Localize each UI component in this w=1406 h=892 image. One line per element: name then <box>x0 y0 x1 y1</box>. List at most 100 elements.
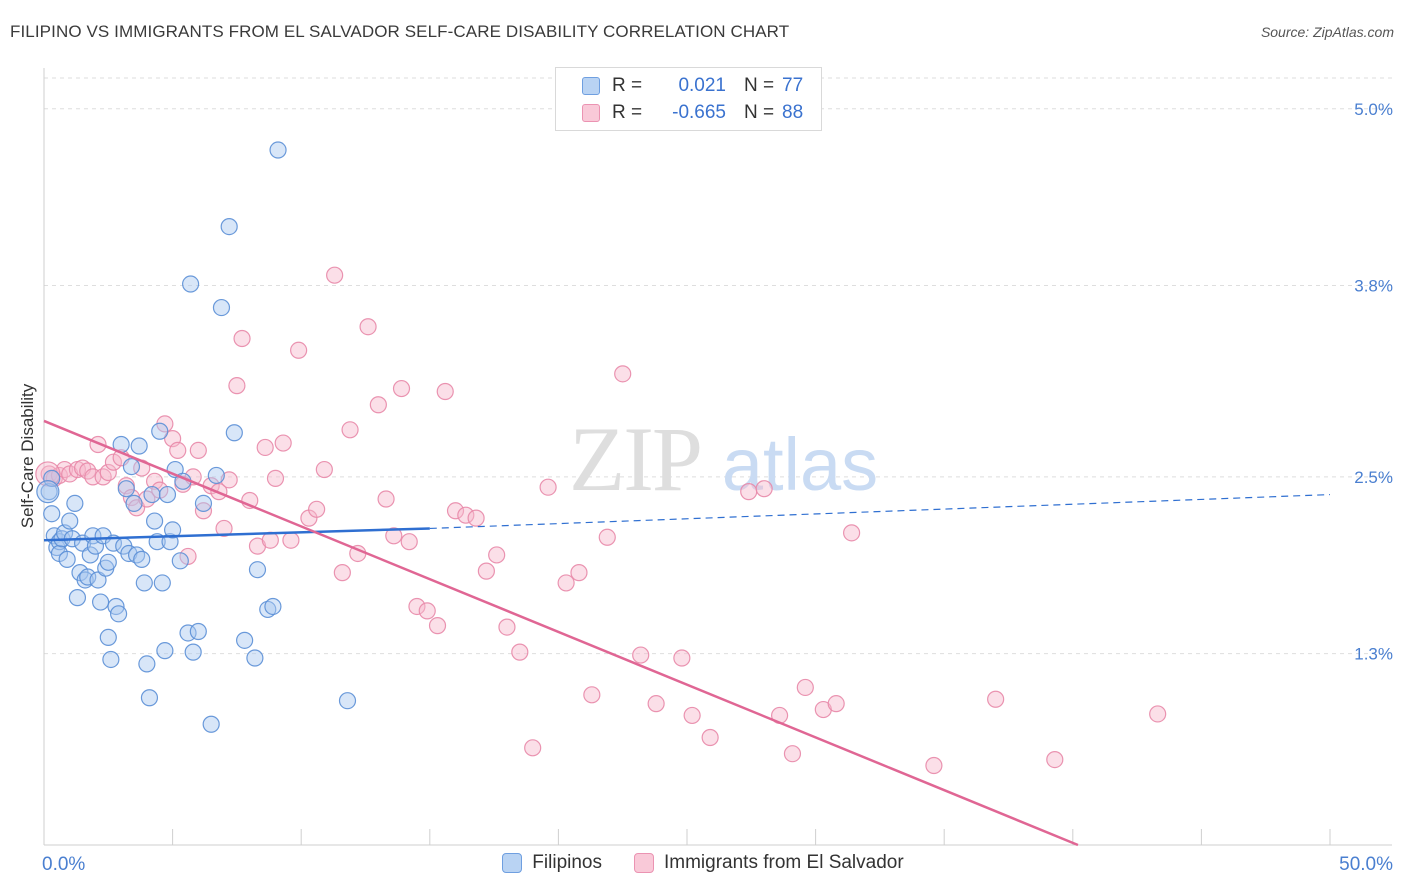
data-point-filipinos <box>91 593 110 611</box>
legend-row-filipinos: R = 0.021 N = 77 <box>556 73 803 99</box>
data-point-el-salvador <box>400 533 418 551</box>
legend-swatch-pink <box>582 104 600 122</box>
trend-line-filipinos-projected <box>429 493 1331 530</box>
trend-lines <box>43 419 1331 847</box>
data-point-el-salvador <box>570 564 588 582</box>
data-point-el-salvador <box>467 509 485 527</box>
data-point-filipinos <box>138 655 156 673</box>
data-point-filipinos <box>248 561 267 579</box>
grid-lines <box>44 77 1392 655</box>
data-point-el-salvador <box>647 695 665 713</box>
axis-labels: 1.3% 2.5% 3.8% 5.0% 0.0% 50.0% <box>42 100 1393 875</box>
data-point-el-salvador <box>189 441 207 460</box>
data-point-filipinos <box>43 505 61 523</box>
data-point-el-salvador <box>925 756 943 775</box>
data-point-el-salvador <box>145 472 164 490</box>
data-point-el-salvador <box>539 478 557 496</box>
data-point-el-salvador <box>256 438 274 457</box>
data-point-el-salvador <box>315 460 333 479</box>
y-tick-label: 5.0% <box>1354 100 1393 119</box>
data-point-el-salvador <box>377 490 395 508</box>
n-label: N = <box>744 102 775 123</box>
legend-item-filipinos[interactable]: Filipinos <box>502 852 602 874</box>
data-point-filipinos <box>269 141 287 159</box>
data-point-el-salvador <box>290 341 308 359</box>
data-point-filipinos <box>151 422 169 440</box>
data-point-el-salvador <box>488 546 506 564</box>
correlation-legend: R = 0.021 N = 77 R = -0.665 N = 88 <box>555 67 822 131</box>
data-point-filipinos <box>145 512 164 530</box>
data-point-el-salvador <box>266 469 285 487</box>
data-point-filipinos <box>58 550 76 568</box>
data-point-filipinos <box>50 533 69 551</box>
data-point-filipinos <box>153 574 171 592</box>
x-tick-label: 0.0% <box>42 854 85 875</box>
data-point-filipinos <box>76 571 94 589</box>
data-point-filipinos <box>207 466 225 485</box>
data-point-el-salvador <box>457 506 475 524</box>
data-point-el-salvador <box>632 646 650 664</box>
data-point-filipinos <box>246 649 264 667</box>
data-point-filipinos <box>202 715 220 733</box>
legend-swatch-blue <box>582 77 600 95</box>
legend-row-el-salvador: R = -0.665 N = 88 <box>556 100 803 126</box>
data-point-el-salvador <box>220 471 238 489</box>
data-point-el-salvador <box>557 574 575 592</box>
data-point-el-salvador <box>408 597 426 616</box>
data-point-el-salvador <box>436 382 454 401</box>
data-point-filipinos <box>143 485 161 504</box>
data-point-el-salvador <box>511 643 529 661</box>
data-point-filipinos <box>140 689 159 707</box>
data-point-el-salvador <box>274 434 292 452</box>
data-point-el-salvador <box>169 441 187 460</box>
data-point-el-salvador <box>385 527 403 545</box>
watermark-zip: ZIP <box>569 408 701 510</box>
data-point-filipinos <box>117 480 135 498</box>
data-point-el-salvador <box>282 531 300 549</box>
r-label: R = <box>612 102 643 123</box>
y-tick-label: 1.3% <box>1354 645 1393 664</box>
data-point-filipinos <box>182 275 200 293</box>
data-point-filipinos <box>102 650 120 669</box>
data-point-filipinos <box>109 605 128 623</box>
n-label: N = <box>744 75 775 96</box>
legend-label: Immigrants from El Salvador <box>664 852 904 873</box>
data-point-filipinos <box>212 298 231 317</box>
legend-item-el-salvador[interactable]: Immigrants from El Salvador <box>634 852 904 874</box>
data-point-el-salvador <box>755 480 773 498</box>
data-point-filipinos <box>189 622 207 641</box>
data-point-el-salvador <box>446 502 465 520</box>
source-label: Source: ZipAtlas.com <box>1260 24 1394 40</box>
data-point-el-salvador <box>1046 751 1064 769</box>
data-point-filipinos <box>130 437 148 455</box>
data-point-el-salvador <box>783 745 802 763</box>
data-point-el-salvador <box>827 695 845 713</box>
data-point-el-salvador <box>1149 705 1167 723</box>
data-point-el-salvador <box>369 396 387 414</box>
data-point-filipinos <box>36 480 60 504</box>
data-point-el-salvador <box>598 528 616 546</box>
axes <box>43 68 1392 846</box>
data-point-filipinos <box>135 574 153 592</box>
data-point-el-salvador <box>673 649 691 667</box>
data-point-filipinos <box>225 424 243 442</box>
data-point-filipinos <box>259 600 277 619</box>
legend-label: Filipinos <box>532 852 602 873</box>
legend-swatch-pink <box>634 853 654 873</box>
data-point-filipinos <box>81 546 99 564</box>
series-el-salvador <box>35 266 1167 775</box>
watermark: ZIP atlas <box>569 408 878 510</box>
legend-swatch-blue <box>502 853 523 873</box>
data-point-el-salvador <box>326 266 344 284</box>
data-point-el-salvador <box>333 564 351 582</box>
data-point-el-salvador <box>524 739 542 757</box>
data-point-filipinos <box>68 589 87 607</box>
watermark-atlas: atlas <box>722 423 878 506</box>
data-point-el-salvador <box>428 617 447 635</box>
data-point-el-salvador <box>418 602 436 620</box>
data-point-filipinos <box>99 553 117 571</box>
n-value: 88 <box>782 102 804 123</box>
data-point-filipinos <box>125 494 143 513</box>
data-point-el-salvador <box>987 690 1005 708</box>
